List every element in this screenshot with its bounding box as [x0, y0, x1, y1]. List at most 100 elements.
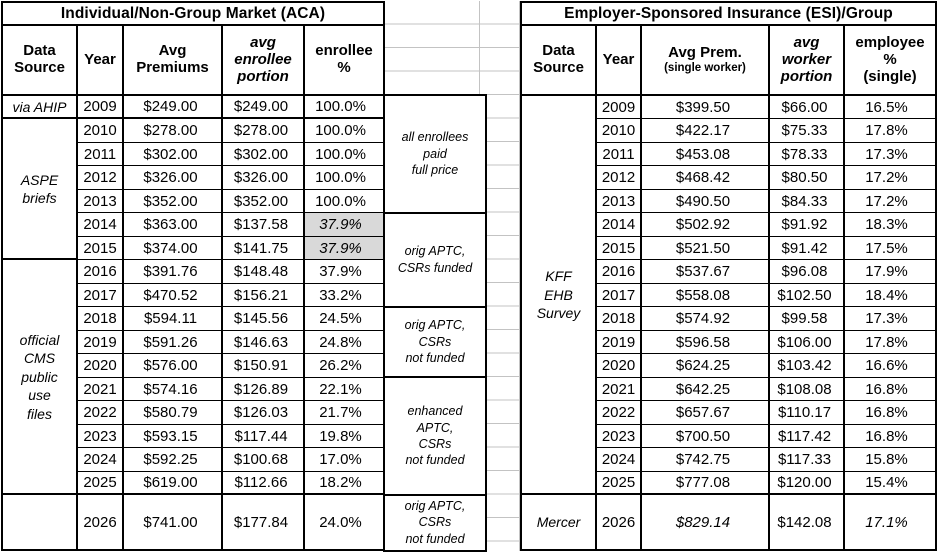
- cell-avg-premium[interactable]: $777.08: [642, 471, 770, 496]
- cell-employee-pct[interactable]: 18.3%: [845, 213, 935, 237]
- cell-avg-premium[interactable]: $352.00: [124, 189, 223, 214]
- cell-avg-premium[interactable]: $502.92: [642, 213, 770, 237]
- cell-employee-pct[interactable]: 16.8%: [845, 425, 935, 449]
- header-data-source[interactable]: Data Source: [3, 26, 78, 96]
- cell-enrollee-portion[interactable]: $302.00: [223, 142, 305, 167]
- cell-worker-portion[interactable]: $117.42: [770, 424, 845, 449]
- cell-avg-premium[interactable]: $742.75: [642, 448, 770, 472]
- cell-avg-premium[interactable]: $829.14: [642, 495, 770, 550]
- cell-year[interactable]: 2019: [78, 330, 124, 355]
- cell-enrollee-pct[interactable]: 22.1%: [305, 378, 383, 402]
- cell-avg-premium[interactable]: $619.00: [124, 471, 223, 496]
- cell-year[interactable]: 2010: [597, 119, 642, 143]
- cell-enrollee-pct[interactable]: 21.7%: [305, 401, 383, 425]
- cell-enrollee-pct[interactable]: 37.9%: [305, 236, 383, 261]
- header-enrollee-pct[interactable]: enrollee %: [305, 26, 383, 96]
- header-avg-premium-single[interactable]: Avg Prem. (single worker): [642, 26, 770, 96]
- cell-avg-premium[interactable]: $470.52: [124, 283, 223, 308]
- cell-worker-portion[interactable]: $108.08: [770, 377, 845, 402]
- cell-enrollee-pct[interactable]: 24.0%: [319, 513, 362, 531]
- cell-employee-pct[interactable]: 16.8%: [845, 401, 935, 425]
- cell-year[interactable]: 2011: [78, 142, 124, 167]
- cell-year[interactable]: 2014: [78, 213, 124, 237]
- cell-year[interactable]: 2025: [78, 471, 124, 496]
- cell-employee-pct[interactable]: 17.2%: [845, 190, 935, 214]
- cell-employee-pct[interactable]: 17.2%: [845, 166, 935, 190]
- cell-worker-portion[interactable]: $103.42: [770, 354, 845, 378]
- cell-enrollee-portion[interactable]: $156.21: [223, 283, 305, 308]
- cell-data-source[interactable]: Mercer: [522, 495, 597, 550]
- cell-year[interactable]: 2020: [597, 354, 642, 378]
- cell-worker-portion[interactable]: $142.08: [770, 495, 845, 550]
- cell-year[interactable]: 2012: [78, 166, 124, 190]
- cell-year[interactable]: 2018: [597, 307, 642, 331]
- esi-group-title[interactable]: Employer-Sponsored Insurance (ESI)/Group: [522, 3, 935, 27]
- header-avg-premiums[interactable]: Avg Premiums: [124, 26, 223, 96]
- cell-year[interactable]: 2009: [597, 95, 642, 120]
- cell-year[interactable]: 2011: [597, 142, 642, 167]
- cell-avg-premium[interactable]: $326.00: [124, 166, 223, 190]
- cell-worker-portion[interactable]: $99.58: [770, 307, 845, 331]
- cell-enrollee-pct[interactable]: 24.8%: [305, 331, 383, 355]
- cell-avg-premium[interactable]: $374.00: [124, 236, 223, 261]
- cell-enrollee-portion[interactable]: $137.58: [223, 213, 305, 237]
- cell-employee-pct[interactable]: 16.8%: [845, 378, 935, 402]
- header-avg-worker-portion[interactable]: avg worker portion: [770, 26, 845, 96]
- cell-worker-portion[interactable]: $117.33: [770, 448, 845, 472]
- header-avg-enrollee-portion[interactable]: avg enrollee portion: [223, 26, 305, 96]
- cell-year[interactable]: 2022: [78, 401, 124, 425]
- cell-avg-premium[interactable]: $593.15: [124, 424, 223, 449]
- cell-enrollee-portion[interactable]: $146.63: [223, 330, 305, 355]
- cell-year[interactable]: 2015: [597, 236, 642, 261]
- cell-worker-portion[interactable]: $96.08: [770, 260, 845, 284]
- cell-avg-premium[interactable]: $399.50: [642, 95, 770, 120]
- cell-year[interactable]: 2013: [78, 189, 124, 214]
- cell-data-source[interactable]: via AHIP: [3, 95, 78, 120]
- header-year[interactable]: Year: [78, 26, 124, 96]
- cell-enrollee-pct[interactable]: 26.2%: [305, 354, 383, 378]
- cell-worker-portion[interactable]: $75.33: [770, 119, 845, 143]
- cell-avg-premium[interactable]: $642.25: [642, 377, 770, 402]
- cell-worker-portion[interactable]: $91.42: [770, 236, 845, 261]
- cell-worker-portion[interactable]: $80.50: [770, 166, 845, 190]
- cell-year[interactable]: 2017: [78, 283, 124, 308]
- annotation-box-4[interactable]: enhanced APTC, CSRs not funded: [383, 376, 487, 496]
- cell-worker-portion[interactable]: $106.00: [770, 330, 845, 355]
- cell-employee-pct[interactable]: 16.5%: [845, 96, 935, 120]
- cell-employee-pct[interactable]: 17.5%: [845, 237, 935, 261]
- cell-year[interactable]: 2016: [78, 260, 124, 284]
- cell-year[interactable]: 2019: [597, 330, 642, 355]
- cell-avg-premium[interactable]: $558.08: [642, 283, 770, 308]
- cell-avg-premium[interactable]: $468.42: [642, 166, 770, 190]
- cell-year[interactable]: 2021: [597, 377, 642, 402]
- annotation-box-3[interactable]: orig APTC, CSRs not funded: [383, 305, 487, 378]
- cell-year[interactable]: 2024: [78, 448, 124, 472]
- cell-avg-premium[interactable]: $657.67: [642, 401, 770, 425]
- cell-enrollee-portion[interactable]: $150.91: [223, 354, 305, 378]
- cell-enrollee-portion[interactable]: $326.00: [223, 166, 305, 190]
- cell-employee-pct[interactable]: 17.3%: [845, 307, 935, 331]
- header-year[interactable]: Year: [597, 26, 642, 96]
- cell-enrollee-pct[interactable]: 37.9%: [305, 213, 383, 237]
- cell-enrollee-pct[interactable]: 24.5%: [305, 307, 383, 331]
- cell-enrollee-portion[interactable]: $100.68: [223, 448, 305, 472]
- cell-worker-portion[interactable]: $78.33: [770, 142, 845, 167]
- header-employee-pct[interactable]: employee % (single): [845, 26, 935, 96]
- cell-enrollee-portion[interactable]: $177.84: [223, 495, 305, 550]
- cell-year[interactable]: 2013: [597, 189, 642, 214]
- cell-year[interactable]: 2012: [597, 166, 642, 190]
- cell-year[interactable]: 2023: [78, 424, 124, 449]
- cell-avg-premium[interactable]: $302.00: [124, 142, 223, 167]
- cell-worker-portion[interactable]: $102.50: [770, 283, 845, 308]
- cell-worker-portion[interactable]: $91.92: [770, 213, 845, 237]
- annotation-box-5[interactable]: orig APTC, CSRs not funded: [383, 493, 487, 552]
- cell-avg-premium[interactable]: $537.67: [642, 260, 770, 284]
- cell-enrollee-portion[interactable]: $126.03: [223, 401, 305, 425]
- cell-enrollee-portion[interactable]: $249.00: [223, 95, 305, 120]
- cell-year[interactable]: 2026: [597, 495, 642, 550]
- cell-employee-pct[interactable]: 15.8%: [845, 448, 935, 472]
- cell-year[interactable]: 2021: [78, 377, 124, 402]
- cell-employee-pct[interactable]: 15.4%: [845, 472, 935, 496]
- cell-avg-premium[interactable]: $490.50: [642, 189, 770, 214]
- annotation-box-1[interactable]: all enrollees paid full price: [383, 94, 487, 214]
